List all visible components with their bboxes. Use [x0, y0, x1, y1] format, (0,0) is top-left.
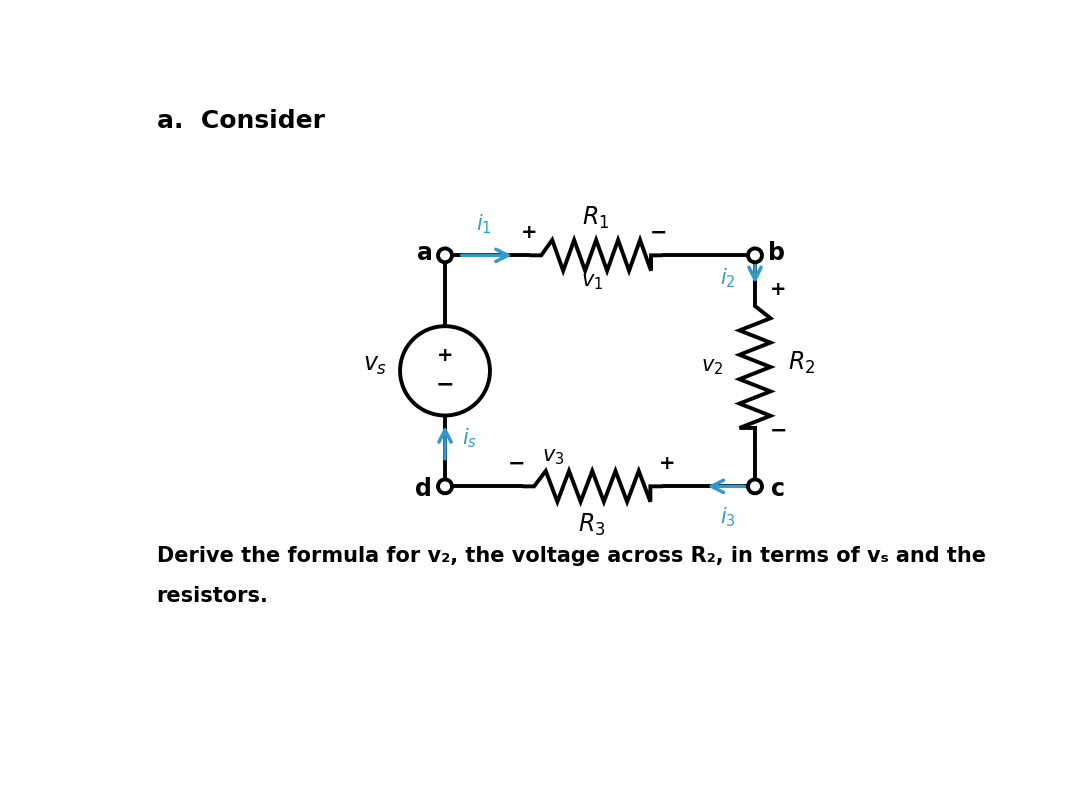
Text: Derive the formula for v₂, the voltage across R₂, in terms of vₛ and the: Derive the formula for v₂, the voltage a…	[157, 546, 986, 566]
Text: $i_2$: $i_2$	[720, 267, 735, 290]
Text: a.  Consider: a. Consider	[157, 109, 325, 133]
Text: $i_s$: $i_s$	[462, 427, 477, 451]
Text: $v_s$: $v_s$	[363, 353, 388, 376]
Text: $R_2$: $R_2$	[787, 350, 815, 376]
Text: $v_1$: $v_1$	[581, 272, 604, 293]
Text: $i_1$: $i_1$	[476, 213, 491, 236]
Text: −: −	[508, 453, 525, 473]
Text: resistors.: resistors.	[157, 586, 269, 605]
Text: $i_3$: $i_3$	[720, 505, 735, 529]
Text: +: +	[770, 280, 786, 300]
Text: $v_3$: $v_3$	[542, 447, 565, 467]
Text: a: a	[417, 241, 433, 265]
Circle shape	[748, 480, 762, 493]
Text: $R_1$: $R_1$	[582, 206, 610, 231]
Text: −: −	[769, 421, 787, 441]
Text: +: +	[521, 222, 537, 242]
Text: +: +	[436, 346, 454, 365]
Text: $v_2$: $v_2$	[701, 357, 724, 377]
Text: d: d	[415, 476, 432, 501]
Text: b: b	[768, 241, 785, 265]
Text: $R_3$: $R_3$	[579, 512, 606, 538]
Text: −: −	[649, 222, 666, 243]
Circle shape	[748, 248, 762, 262]
Text: +: +	[659, 454, 675, 473]
Text: −: −	[435, 375, 455, 395]
Circle shape	[438, 248, 451, 262]
Text: c: c	[771, 476, 785, 501]
Circle shape	[438, 480, 451, 493]
